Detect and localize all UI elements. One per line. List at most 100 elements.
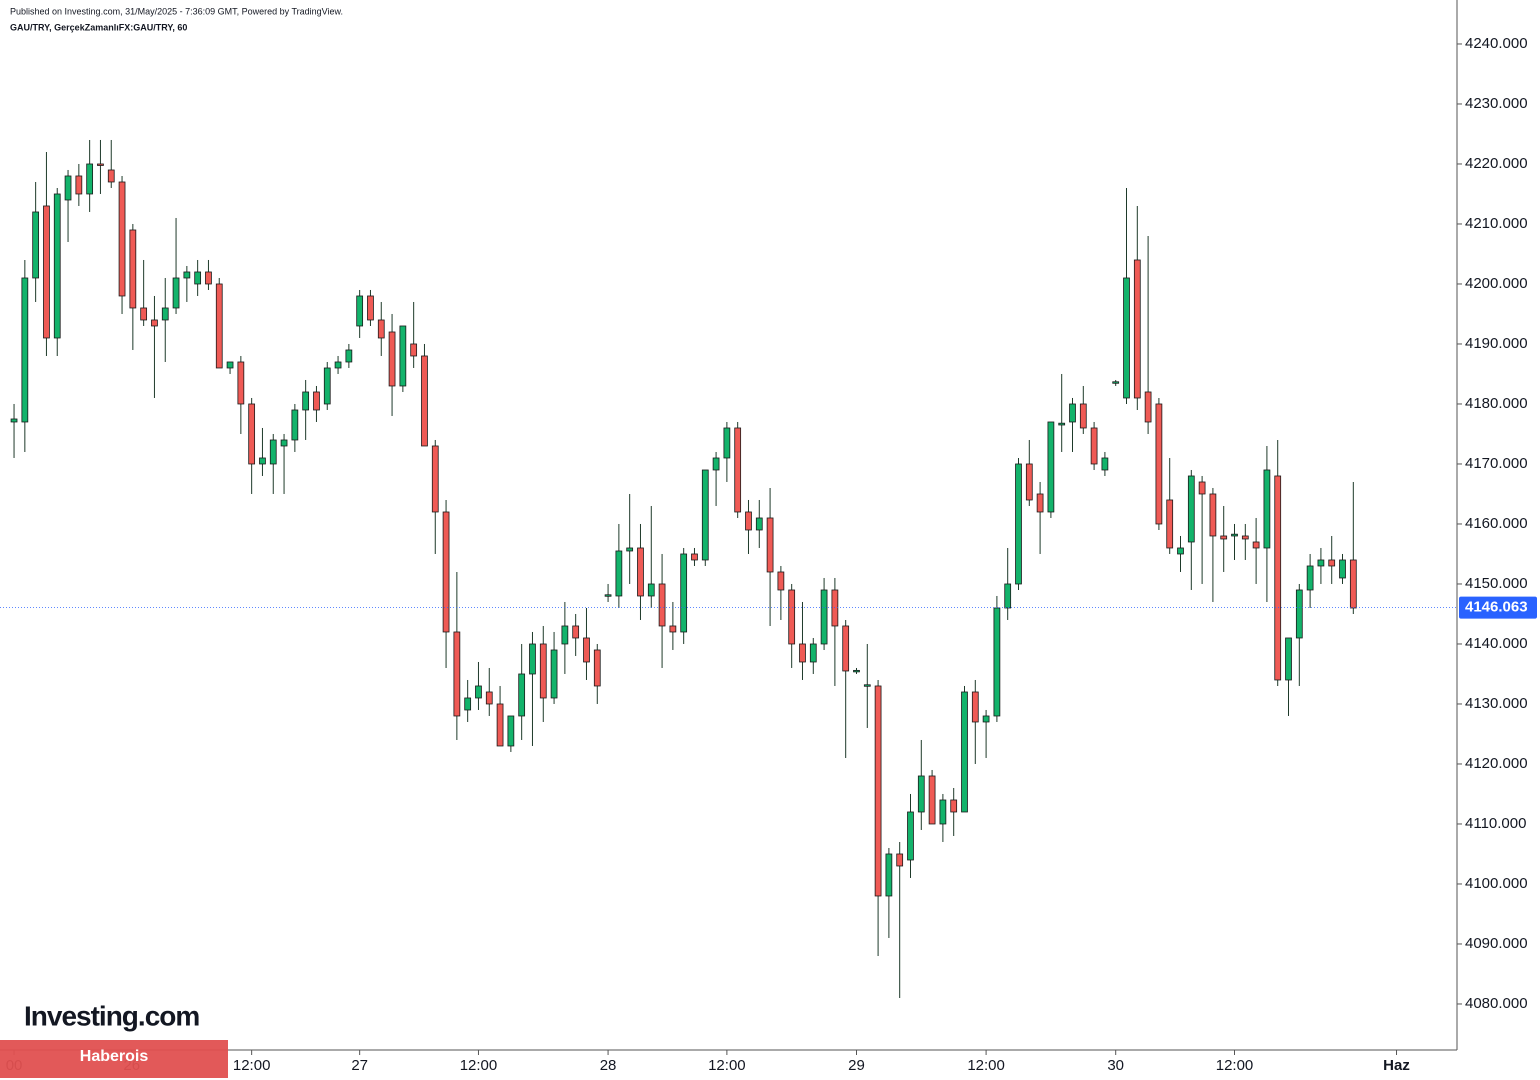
candle-body — [550, 649, 558, 699]
candle-body — [1069, 403, 1076, 423]
candle-body — [496, 703, 504, 747]
candle-body — [464, 697, 472, 711]
x-tick-label: 12:00 — [233, 1057, 271, 1074]
candle-body — [269, 439, 277, 465]
x-tick-label: 29 — [848, 1057, 865, 1074]
candle-body — [64, 175, 72, 201]
candle-body — [896, 853, 904, 867]
candle-body — [399, 325, 407, 387]
y-tick-label: 4140.000 — [1465, 635, 1528, 652]
candle-body — [788, 589, 796, 645]
candle-body — [1306, 565, 1314, 591]
chart-title: GAU/TRY, GerçekZamanlıFX:GAU/TRY, 60 — [10, 22, 187, 32]
candle-body — [1349, 559, 1357, 609]
candle-body — [971, 691, 979, 723]
x-tick-label: 12:00 — [460, 1057, 498, 1074]
candle-body — [431, 445, 439, 513]
candle-body — [1123, 277, 1130, 399]
candle-body — [302, 391, 310, 411]
candle-body — [140, 307, 148, 321]
candle-body — [723, 427, 731, 459]
candle-body — [647, 583, 655, 597]
candle-body — [205, 271, 212, 285]
candle-body — [259, 457, 266, 465]
candle-body — [215, 283, 223, 369]
candle-body — [43, 205, 50, 339]
candle-body — [388, 331, 396, 387]
x-tick-label: 28 — [600, 1057, 617, 1074]
candle-body — [1101, 457, 1109, 471]
candle-body — [777, 571, 785, 591]
last-price-tag — [1459, 596, 1537, 619]
candle-body — [507, 715, 515, 747]
candle-body — [615, 550, 623, 597]
y-tick-label: 4190.000 — [1465, 335, 1528, 352]
candle-body — [1166, 499, 1174, 549]
y-tick-label: 4120.000 — [1465, 755, 1528, 772]
candle-body — [1252, 541, 1260, 549]
candle-body — [151, 319, 158, 327]
y-tick-label: 4200.000 — [1465, 275, 1528, 292]
candle-body — [745, 511, 752, 531]
candle-body — [637, 547, 644, 597]
candle-body — [809, 643, 817, 663]
candle-body — [561, 625, 569, 645]
candle-body — [356, 295, 364, 327]
candle-body — [86, 163, 94, 195]
candle-body — [669, 625, 677, 633]
candle-body — [712, 457, 720, 471]
x-tick-label: 30 — [1107, 1057, 1124, 1074]
candle-body — [518, 673, 526, 717]
candle-body — [485, 691, 493, 705]
last-price-label: 4146.063 — [1465, 599, 1528, 616]
candle-body — [1231, 533, 1238, 537]
candle-body — [237, 361, 245, 405]
candle-body — [161, 307, 169, 321]
candle-body — [766, 517, 774, 573]
candle-body — [1220, 535, 1228, 540]
candle-body — [1274, 475, 1282, 681]
candle-body — [1155, 403, 1163, 525]
candle-body — [75, 175, 83, 195]
candle-body — [928, 775, 936, 825]
candle-body — [1209, 493, 1217, 537]
candle-body — [129, 229, 137, 309]
candle-body — [1004, 583, 1012, 609]
y-tick-label: 4110.000 — [1465, 815, 1526, 832]
candle-body — [982, 715, 990, 723]
candle-body — [323, 367, 331, 405]
x-tick-label: 12:00 — [967, 1057, 1005, 1074]
candle-body — [1263, 469, 1271, 549]
candle-body — [183, 271, 191, 279]
candle-body — [917, 775, 925, 813]
candle-body — [172, 277, 180, 309]
candle-body — [539, 643, 547, 699]
candle-body — [1328, 559, 1336, 567]
candle-body — [248, 403, 256, 465]
candle-body — [1339, 559, 1346, 579]
candle-body — [680, 553, 688, 633]
candle-body — [334, 361, 342, 369]
y-tick-label: 4150.000 — [1465, 575, 1528, 592]
candle-body — [734, 427, 742, 513]
y-tick-label: 4090.000 — [1465, 935, 1528, 952]
candle-body — [939, 799, 947, 825]
candle-body — [1036, 493, 1044, 513]
candle-body — [863, 684, 871, 687]
candle-body — [874, 685, 882, 897]
y-tick-label: 4220.000 — [1465, 155, 1528, 172]
x-tick-label: Haz — [1383, 1057, 1410, 1074]
candle-body — [691, 553, 698, 561]
y-tick-label: 4160.000 — [1465, 515, 1528, 532]
candle-body — [97, 163, 104, 166]
candle-body — [907, 811, 914, 861]
header: Published on Investing.com, 31/May/2025 … — [10, 6, 343, 16]
candle-body — [194, 271, 202, 285]
candle-body — [529, 643, 536, 675]
y-tick-label: 4170.000 — [1465, 455, 1528, 472]
x-tick-label: 12:00 — [708, 1057, 746, 1074]
candle-body — [10, 418, 18, 423]
y-tick-label: 4230.000 — [1465, 95, 1528, 112]
candle-body — [1133, 259, 1141, 399]
